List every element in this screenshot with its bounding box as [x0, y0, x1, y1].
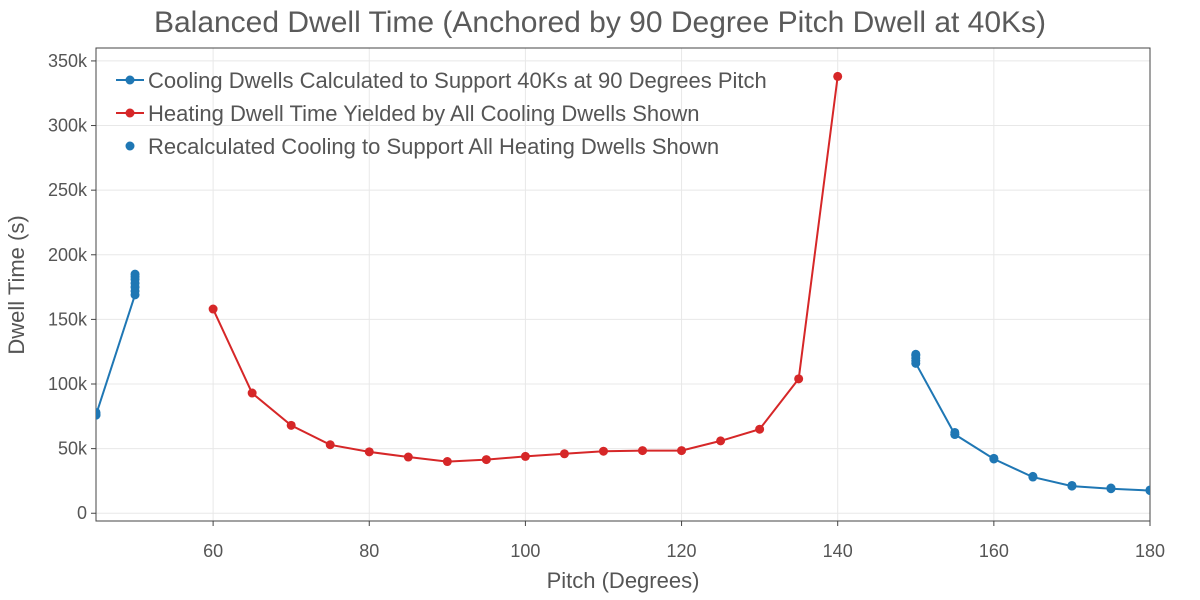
legend-item-3[interactable]: Recalculated Cooling to Support All Heat… [125, 134, 720, 159]
x-tick-label: 160 [979, 541, 1009, 561]
x-axis-ticks: 60 80 100 120 140 160 180 [203, 521, 1165, 561]
data-point[interactable] [364, 447, 374, 457]
x-tick-label: 180 [1135, 541, 1165, 561]
data-point[interactable] [1067, 480, 1077, 490]
y-tick-label: 100k [48, 374, 88, 394]
series-line [96, 294, 136, 416]
data-point[interactable] [1145, 485, 1155, 495]
y-axis-ticks: 0 50k 100k 150k 200k 250k 300k 350k [48, 51, 96, 523]
x-tick-label: 60 [203, 541, 223, 561]
chart-title: Balanced Dwell Time (Anchored by 90 Degr… [153, 6, 1047, 39]
series-layer [92, 71, 1155, 496]
legend[interactable]: Cooling Dwells Calculated to Support 40K… [116, 68, 767, 159]
series-2 [208, 71, 843, 467]
data-point[interactable] [247, 388, 257, 398]
y-tick-label: 250k [48, 180, 88, 200]
data-point[interactable] [286, 420, 296, 430]
legend-marker [125, 75, 135, 85]
data-point[interactable] [716, 436, 726, 446]
data-point[interactable] [92, 407, 101, 417]
data-point[interactable] [520, 451, 530, 461]
series-3 [92, 269, 1155, 495]
data-point[interactable] [442, 457, 452, 467]
y-tick-label: 150k [48, 309, 88, 329]
y-tick-label: 350k [48, 51, 88, 71]
data-point[interactable] [1028, 471, 1038, 481]
data-point[interactable] [755, 424, 765, 434]
x-tick-label: 120 [667, 541, 697, 561]
y-axis-title: Dwell Time (s) [4, 215, 29, 354]
x-tick-label: 140 [823, 541, 853, 561]
y-tick-label: 300k [48, 116, 88, 136]
data-point[interactable] [989, 453, 999, 463]
data-point[interactable] [794, 374, 804, 384]
data-point[interactable] [833, 71, 843, 81]
data-point[interactable] [950, 427, 960, 437]
legend-marker [125, 108, 135, 118]
legend-item-2[interactable]: Heating Dwell Time Yielded by All Coolin… [116, 101, 700, 126]
data-point[interactable] [598, 446, 608, 456]
data-point[interactable] [130, 269, 140, 279]
data-point[interactable] [638, 446, 648, 456]
data-point[interactable] [325, 440, 335, 450]
x-tick-label: 80 [359, 541, 379, 561]
data-point[interactable] [559, 449, 569, 459]
data-point[interactable] [403, 452, 413, 462]
x-tick-label: 100 [510, 541, 540, 561]
plot-frame [95, 47, 1151, 522]
legend-label: Heating Dwell Time Yielded by All Coolin… [148, 101, 700, 126]
x-axis-title: Pitch (Degrees) [547, 568, 700, 593]
data-point[interactable] [481, 455, 491, 465]
data-point[interactable] [677, 446, 687, 456]
y-tick-label: 200k [48, 245, 88, 265]
data-point[interactable] [1106, 483, 1116, 493]
data-point[interactable] [208, 304, 218, 314]
plot-border [95, 47, 1151, 522]
legend-item-1[interactable]: Cooling Dwells Calculated to Support 40K… [116, 68, 767, 93]
y-tick-label: 50k [58, 439, 88, 459]
legend-label: Recalculated Cooling to Support All Heat… [148, 134, 719, 159]
legend-label: Cooling Dwells Calculated to Support 40K… [148, 68, 767, 93]
plot-background [96, 48, 1150, 521]
legend-marker [125, 141, 135, 151]
y-tick-label: 0 [77, 503, 87, 523]
data-point[interactable] [911, 349, 921, 359]
